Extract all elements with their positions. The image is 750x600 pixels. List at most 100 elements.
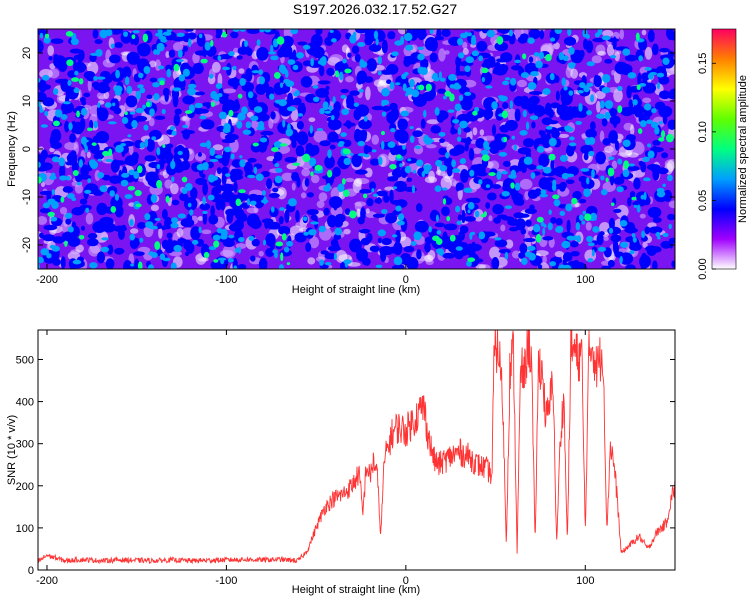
heatmap-cell-mid	[602, 138, 611, 146]
heatmap-cell-low	[356, 208, 361, 218]
heatmap-cell-high	[459, 158, 467, 165]
heatmap-cell-high	[178, 74, 186, 82]
heatmap-cell-high	[329, 105, 333, 112]
heatmap-cell-high	[177, 49, 183, 58]
heatmap-cell-high	[438, 71, 443, 80]
heatmap-cell-high	[302, 44, 311, 50]
heatmap-cell-high	[74, 70, 79, 76]
heatmap-cell-mid	[647, 29, 655, 43]
heatmap-cell-high	[411, 184, 416, 194]
heatmap-cell-mid	[192, 62, 204, 75]
heatmap-cell-mid	[355, 29, 368, 34]
heatmap-cell-high	[97, 171, 105, 179]
heatmap-cell-mid	[318, 65, 325, 77]
heatmap-cell-mid	[604, 58, 613, 64]
heatmap-cell-high	[143, 124, 149, 131]
heatmap-cell-high	[638, 83, 647, 87]
heatmap-cell-mid	[250, 255, 256, 262]
heatmap-cell-mid	[538, 177, 551, 190]
heatmap-cell-mid	[369, 245, 380, 253]
heatmap-cell-high	[662, 183, 666, 188]
heatmap-cell-high	[310, 221, 319, 225]
heatmap-cell-high	[39, 32, 44, 39]
heatmap-cell-high	[508, 29, 514, 37]
heatmap-cell-mid	[482, 231, 496, 237]
heatmap-cell-high	[44, 110, 49, 117]
heatmap-cell-high	[268, 93, 275, 100]
heatmap-cell-low	[307, 257, 316, 265]
heatmap-cell-high	[189, 209, 194, 216]
heatmap-cell-high	[207, 194, 215, 201]
y-tick-label: 10	[21, 95, 33, 107]
heatmap-cell-high	[650, 121, 659, 129]
heatmap-cell-mid	[659, 47, 670, 53]
heatmap-cell-mid	[480, 178, 494, 191]
heatmap-cell-low	[479, 129, 485, 136]
heatmap-cell-mid	[507, 218, 520, 226]
x-tick-label: -100	[215, 575, 237, 587]
heatmap-cell-mid	[528, 105, 535, 114]
heatmap-cell-high	[561, 240, 571, 249]
heatmap-cell-high	[424, 137, 433, 145]
heatmap-cell-mid	[652, 139, 661, 146]
heatmap-cell-high	[156, 147, 161, 156]
heatmap-cell-mid	[332, 166, 341, 177]
heatmap-cell-peak	[154, 241, 161, 250]
heatmap-cell-peak	[142, 33, 149, 43]
heatmap-cell-high	[553, 199, 561, 207]
heatmap-cell-mid	[476, 40, 488, 52]
heatmap-cell-high	[668, 223, 672, 230]
heatmap-cell-mid	[388, 246, 399, 254]
heatmap-cell-mid	[197, 152, 203, 157]
heatmap-cell-low	[489, 246, 501, 260]
heatmap-cell-high	[402, 144, 406, 150]
heatmap-cell-mid	[59, 164, 66, 179]
heatmap-cell-mid	[491, 124, 497, 136]
heatmap-cell-high	[83, 141, 87, 148]
heatmap-cell-high	[93, 120, 98, 129]
heatmap-cell-mid	[608, 130, 618, 144]
heatmap-cell-high	[357, 140, 366, 147]
heatmap-cell-mid	[48, 56, 53, 61]
heatmap-cell-high	[59, 175, 68, 181]
heatmap-cell-mid	[327, 119, 342, 131]
heatmap-cell-low	[611, 69, 616, 76]
heatmap-cell-high	[206, 140, 212, 149]
heatmap-cell-high	[632, 99, 638, 106]
heatmap-cell-high	[39, 109, 44, 113]
heatmap-cell-low	[488, 215, 493, 222]
heatmap-cell-high	[153, 93, 160, 101]
heatmap-cell-high	[121, 172, 130, 178]
heatmap-cell-high	[120, 179, 129, 187]
heatmap-cell-high	[339, 71, 344, 81]
heatmap-cell-mid	[484, 111, 491, 121]
heatmap-cell-low	[38, 215, 48, 225]
heatmap-cell-high	[521, 257, 528, 266]
heatmap-cell-high	[400, 35, 405, 45]
heatmap-cell-high	[480, 149, 489, 156]
heatmap-cell-mid	[463, 138, 470, 144]
heatmap-cell-mid	[200, 119, 215, 130]
heatmap-cell-low	[602, 29, 614, 38]
heatmap-cell-mid	[537, 264, 543, 269]
heatmap-cell-high	[587, 236, 593, 240]
heatmap-cell-high	[583, 85, 590, 93]
heatmap-cell-peak	[343, 189, 350, 197]
heatmap-cell-high	[375, 38, 379, 46]
heatmap-cell-high	[238, 246, 242, 254]
heatmap-cell-high	[628, 163, 635, 167]
heatmap-cell-high	[423, 109, 427, 118]
heatmap-cell-high	[451, 159, 457, 168]
heatmap-cell-mid	[585, 40, 594, 54]
heatmap-cell-high	[567, 29, 572, 37]
heatmap-cell-mid	[412, 130, 423, 138]
heatmap-cell-high	[575, 221, 581, 231]
heatmap-cell-high	[600, 175, 605, 181]
heatmap-cell-mid	[182, 129, 191, 140]
heatmap-cell-high	[608, 156, 615, 160]
heatmap-cell-high	[68, 122, 73, 131]
heatmap-cell-high	[519, 130, 528, 136]
heatmap-cell-high	[109, 190, 115, 197]
heatmap-cell-mid	[146, 138, 155, 152]
heatmap-cell-high	[513, 144, 518, 151]
